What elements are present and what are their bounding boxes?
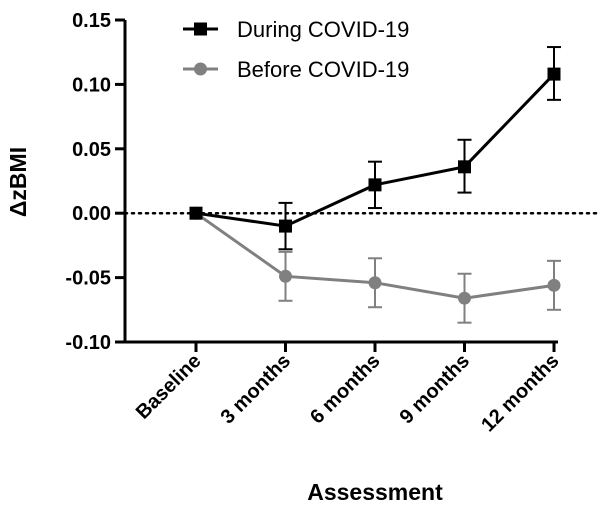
legend-marker bbox=[194, 22, 207, 36]
legend-label: During COVID-19 bbox=[237, 17, 409, 42]
x-tick-label: 9 months bbox=[396, 350, 474, 428]
x-tick-label: 6 months bbox=[306, 350, 384, 428]
data-point bbox=[279, 269, 292, 283]
data-point bbox=[279, 219, 292, 233]
y-tick-label: 0.10 bbox=[72, 74, 111, 96]
series-before-covid bbox=[189, 206, 561, 324]
data-point bbox=[458, 291, 471, 305]
legend-label: Before COVID-19 bbox=[237, 57, 409, 82]
data-point bbox=[458, 160, 471, 174]
data-point bbox=[547, 278, 561, 292]
x-axis-title: Assessment bbox=[307, 479, 443, 505]
data-point bbox=[547, 67, 561, 81]
legend: During COVID-19 Before COVID-19 bbox=[183, 17, 409, 82]
series-during-covid bbox=[189, 46, 561, 251]
x-tick-label: 3 months bbox=[217, 350, 295, 428]
legend-entry-before-covid: Before COVID-19 bbox=[183, 57, 409, 82]
y-tick-label: 0.00 bbox=[72, 203, 111, 225]
y-tick-label: -0.05 bbox=[65, 268, 111, 290]
x-tick-label: 12 months bbox=[477, 350, 563, 436]
data-point bbox=[368, 178, 382, 192]
data-point bbox=[189, 206, 203, 220]
x-tick-label: Baseline bbox=[132, 350, 206, 424]
series-layer bbox=[189, 46, 561, 324]
y-tick-label: -0.10 bbox=[65, 332, 111, 354]
legend-entry-during-covid: During COVID-19 bbox=[183, 17, 409, 42]
y-tick-label: 0.15 bbox=[72, 10, 111, 32]
y-axis-title: ΔzBMI bbox=[5, 147, 31, 217]
y-tick-label: 0.05 bbox=[72, 139, 111, 161]
data-point bbox=[368, 276, 382, 290]
legend-marker bbox=[194, 62, 207, 76]
